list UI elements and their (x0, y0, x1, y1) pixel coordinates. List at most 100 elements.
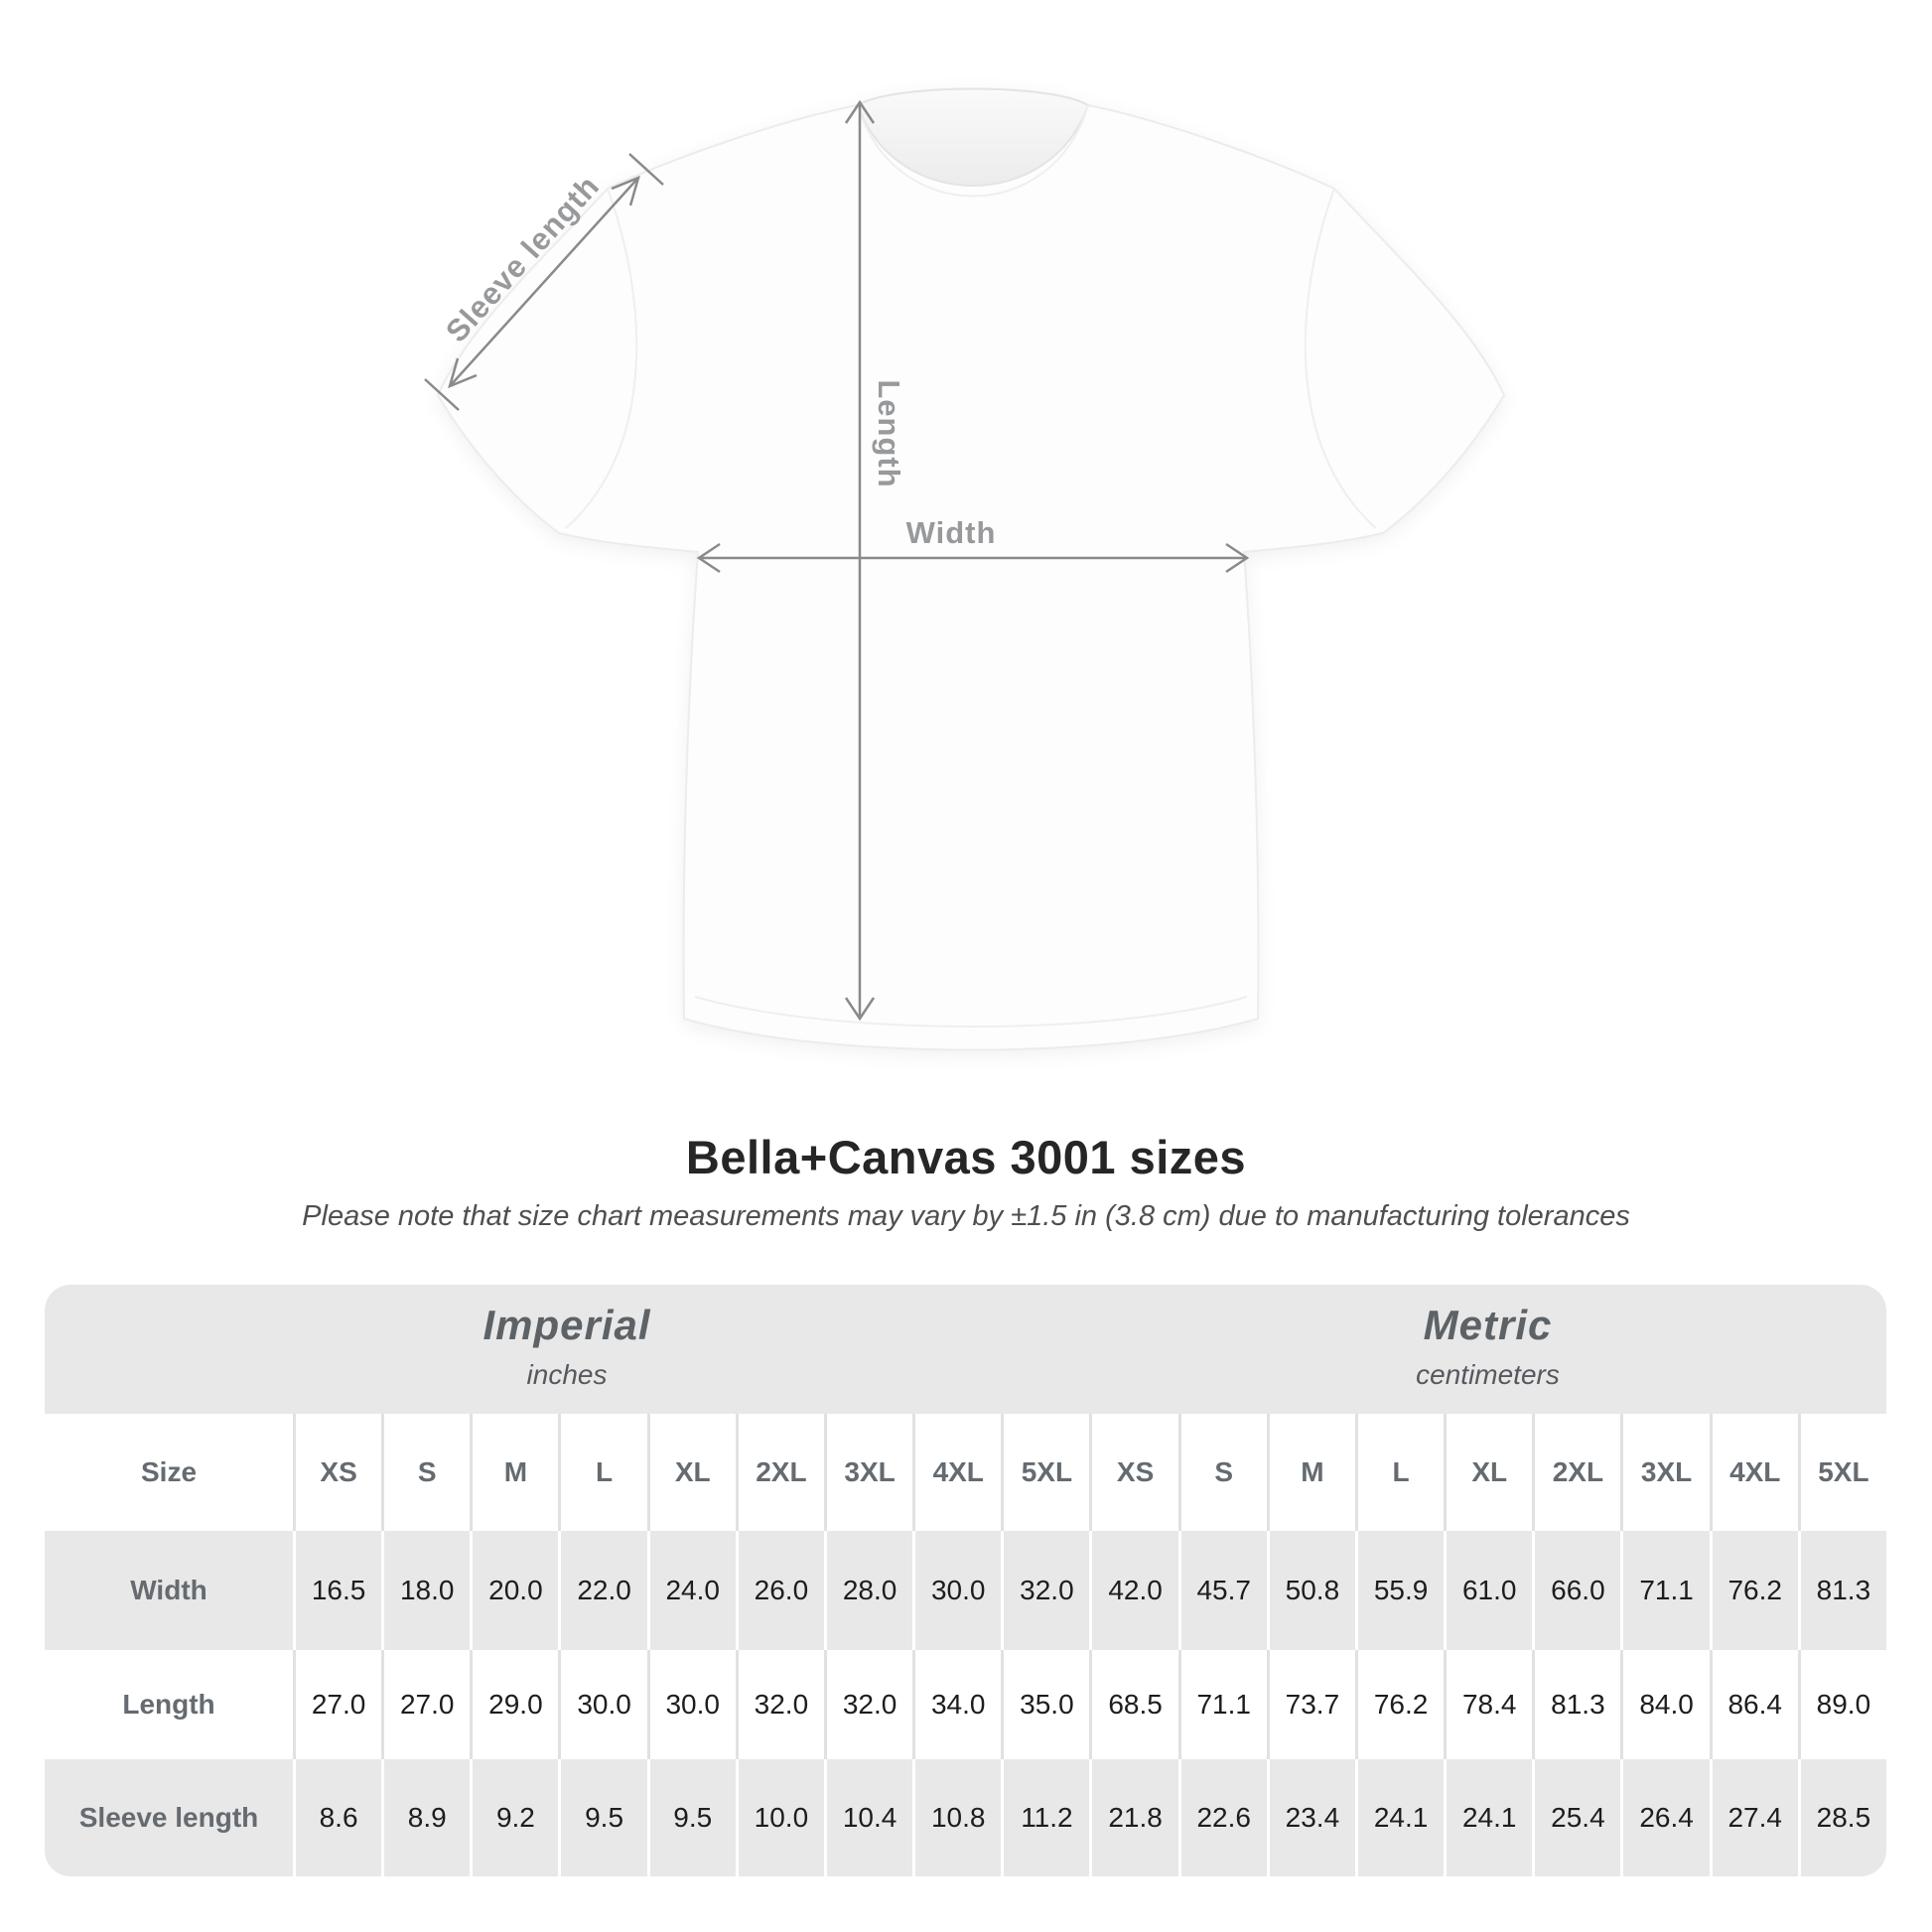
left-armhole-seam (565, 188, 638, 529)
row-label-width: Width (130, 1575, 207, 1605)
size-column-header: 2XL (735, 1414, 824, 1531)
measurement-value-cell: 25.4 (1532, 1759, 1620, 1876)
measurement-value-cell: 20.0 (470, 1531, 558, 1650)
tshirt-collar-opening (856, 87, 1090, 187)
hem-stitch (694, 996, 1248, 1028)
size-column-header: 4XL (912, 1414, 1001, 1531)
measurement-value-cell: 81.3 (1797, 1531, 1886, 1650)
imperial-group-unit: inches (526, 1359, 608, 1390)
metric-group-unit: centimeters (1416, 1359, 1560, 1390)
measurement-value-cell: 8.9 (381, 1759, 470, 1876)
table-row-sleeve-length: Sleeve length 8.6 8.9 9.2 9.5 9.5 10.0 10.4 10.… (45, 1759, 1886, 1876)
size-column-header: 2XL (1532, 1414, 1620, 1531)
measurement-value-cell: 11.2 (1001, 1759, 1089, 1876)
measurement-value-cell: 55.9 (1354, 1531, 1444, 1650)
measurement-value-cell: 73.7 (1266, 1650, 1355, 1759)
width-arrow (696, 542, 1250, 574)
size-column-header: S (381, 1414, 470, 1531)
measurement-value-cell: 18.0 (381, 1531, 470, 1650)
measurement-value-cell: 61.0 (1444, 1531, 1532, 1650)
size-column-header: 5XL (1001, 1414, 1089, 1531)
measurement-value-cell: 9.2 (470, 1759, 558, 1876)
measurement-value-cell: 28.5 (1797, 1759, 1886, 1876)
measurement-value-cell: 30.0 (912, 1531, 1001, 1650)
size-column-header: XS (1089, 1414, 1177, 1531)
measurement-value-cell: 32.0 (823, 1650, 912, 1759)
width-label: Width (906, 515, 997, 550)
tolerance-note: Please note that size chart measurements… (302, 1200, 1630, 1232)
measurement-value-cell: 42.0 (1089, 1531, 1177, 1650)
measurement-value-cell: 34.0 (912, 1650, 1001, 1759)
length-label: Length (872, 379, 906, 487)
measurement-value-cell: 10.4 (823, 1759, 912, 1876)
right-armhole-seam (1304, 188, 1377, 529)
unit-group-imperial: Imperial inches (45, 1285, 1089, 1414)
size-column-header: XL (646, 1414, 736, 1531)
size-column-header: 4XL (1709, 1414, 1798, 1531)
measurement-value-cell: 76.2 (1709, 1531, 1798, 1650)
unit-group-band: Imperial inches Metric centimeters (45, 1285, 1886, 1414)
measurement-value-cell: 68.5 (1089, 1650, 1177, 1759)
measurement-value-cell: 29.0 (470, 1650, 558, 1759)
measurement-value-cell: 71.1 (1620, 1531, 1709, 1650)
size-column-header: M (470, 1414, 558, 1531)
measurement-value-cell: 22.0 (558, 1531, 646, 1650)
measurement-value-cell: 27.4 (1709, 1759, 1798, 1876)
measurement-value-cell: 89.0 (1797, 1650, 1886, 1759)
size-column-header: 3XL (1620, 1414, 1709, 1531)
unit-group-metric: Metric centimeters (1089, 1285, 1886, 1414)
size-column-header: 5XL (1797, 1414, 1886, 1531)
measurement-value-cell: 16.5 (293, 1531, 381, 1650)
measurement-value-cell: 24.1 (1444, 1759, 1532, 1876)
measurement-value-cell: 71.1 (1177, 1650, 1267, 1759)
measurement-value-cell: 81.3 (1532, 1650, 1620, 1759)
size-column-header: XL (1444, 1414, 1532, 1531)
length-arrow (844, 99, 876, 1022)
measurement-value-cell: 26.0 (735, 1531, 824, 1650)
measurement-value-cell: 24.1 (1354, 1759, 1444, 1876)
imperial-group-title: Imperial (483, 1302, 651, 1348)
table-row-width: Width 16.5 18.0 20.0 22.0 24.0 26.0 28.0 30.0 32… (45, 1531, 1886, 1650)
tshirt-body (436, 87, 1506, 1051)
size-column-header: S (1177, 1414, 1267, 1531)
table-header-row: Size XS S M L XL 2XL 3XL 4XL 5XL XS S M L XL 2XL 3XL 4XL… (45, 1414, 1886, 1531)
measurement-value-cell: 30.0 (558, 1650, 646, 1759)
measurement-value-cell: 22.6 (1177, 1759, 1267, 1876)
measurement-value-cell: 24.0 (646, 1531, 736, 1650)
measurement-value-cell: 86.4 (1709, 1650, 1798, 1759)
size-column-header: M (1266, 1414, 1355, 1531)
measurement-value-cell: 9.5 (558, 1759, 646, 1876)
measurement-arrows (424, 99, 1250, 1022)
measurement-value-cell: 76.2 (1354, 1650, 1444, 1759)
size-corner-label: Size (140, 1456, 198, 1487)
measurement-value-cell: 10.8 (912, 1759, 1001, 1876)
measurement-value-cell: 32.0 (735, 1650, 824, 1759)
measurement-value-cell: 45.7 (1177, 1531, 1267, 1650)
title-block: Bella+Canvas 3001 sizes Please note that… (0, 1130, 1932, 1233)
measurement-value-cell: 78.4 (1444, 1650, 1532, 1759)
measurement-value-cell: 50.8 (1266, 1531, 1355, 1650)
metric-group-title: Metric (1423, 1302, 1553, 1348)
measurement-value-cell: 8.6 (293, 1759, 381, 1876)
sleeve-length-arrow (424, 153, 664, 411)
measurement-value-cell: 27.0 (293, 1650, 381, 1759)
collar-rib-seam (857, 104, 1089, 198)
tshirt-measurement-diagram: Sleeve length Length Width (424, 87, 1506, 1051)
size-column-header: L (558, 1414, 646, 1531)
measurement-value-cell: 35.0 (1001, 1650, 1089, 1759)
size-column-header: 3XL (823, 1414, 912, 1531)
tshirt-illustration (436, 87, 1506, 1051)
table-row-length: Length 27.0 27.0 29.0 30.0 30.0 32.0 32.0 34.0 3… (45, 1650, 1886, 1759)
measurement-value-cell: 30.0 (646, 1650, 736, 1759)
measurement-value-cell: 9.5 (646, 1759, 736, 1876)
measurement-value-cell: 10.0 (735, 1759, 824, 1876)
row-label-length: Length (122, 1689, 215, 1720)
measurement-value-cell: 21.8 (1089, 1759, 1177, 1876)
measurement-value-cell: 23.4 (1266, 1759, 1355, 1876)
page-title: Bella+Canvas 3001 sizes (685, 1131, 1247, 1183)
row-label-sleeve-length: Sleeve length (78, 1802, 259, 1833)
measurement-value-cell: 66.0 (1532, 1531, 1620, 1650)
measurement-value-cell: 27.0 (381, 1650, 470, 1759)
measurement-value-cell: 28.0 (823, 1531, 912, 1650)
measurement-value-cell: 84.0 (1620, 1650, 1709, 1759)
